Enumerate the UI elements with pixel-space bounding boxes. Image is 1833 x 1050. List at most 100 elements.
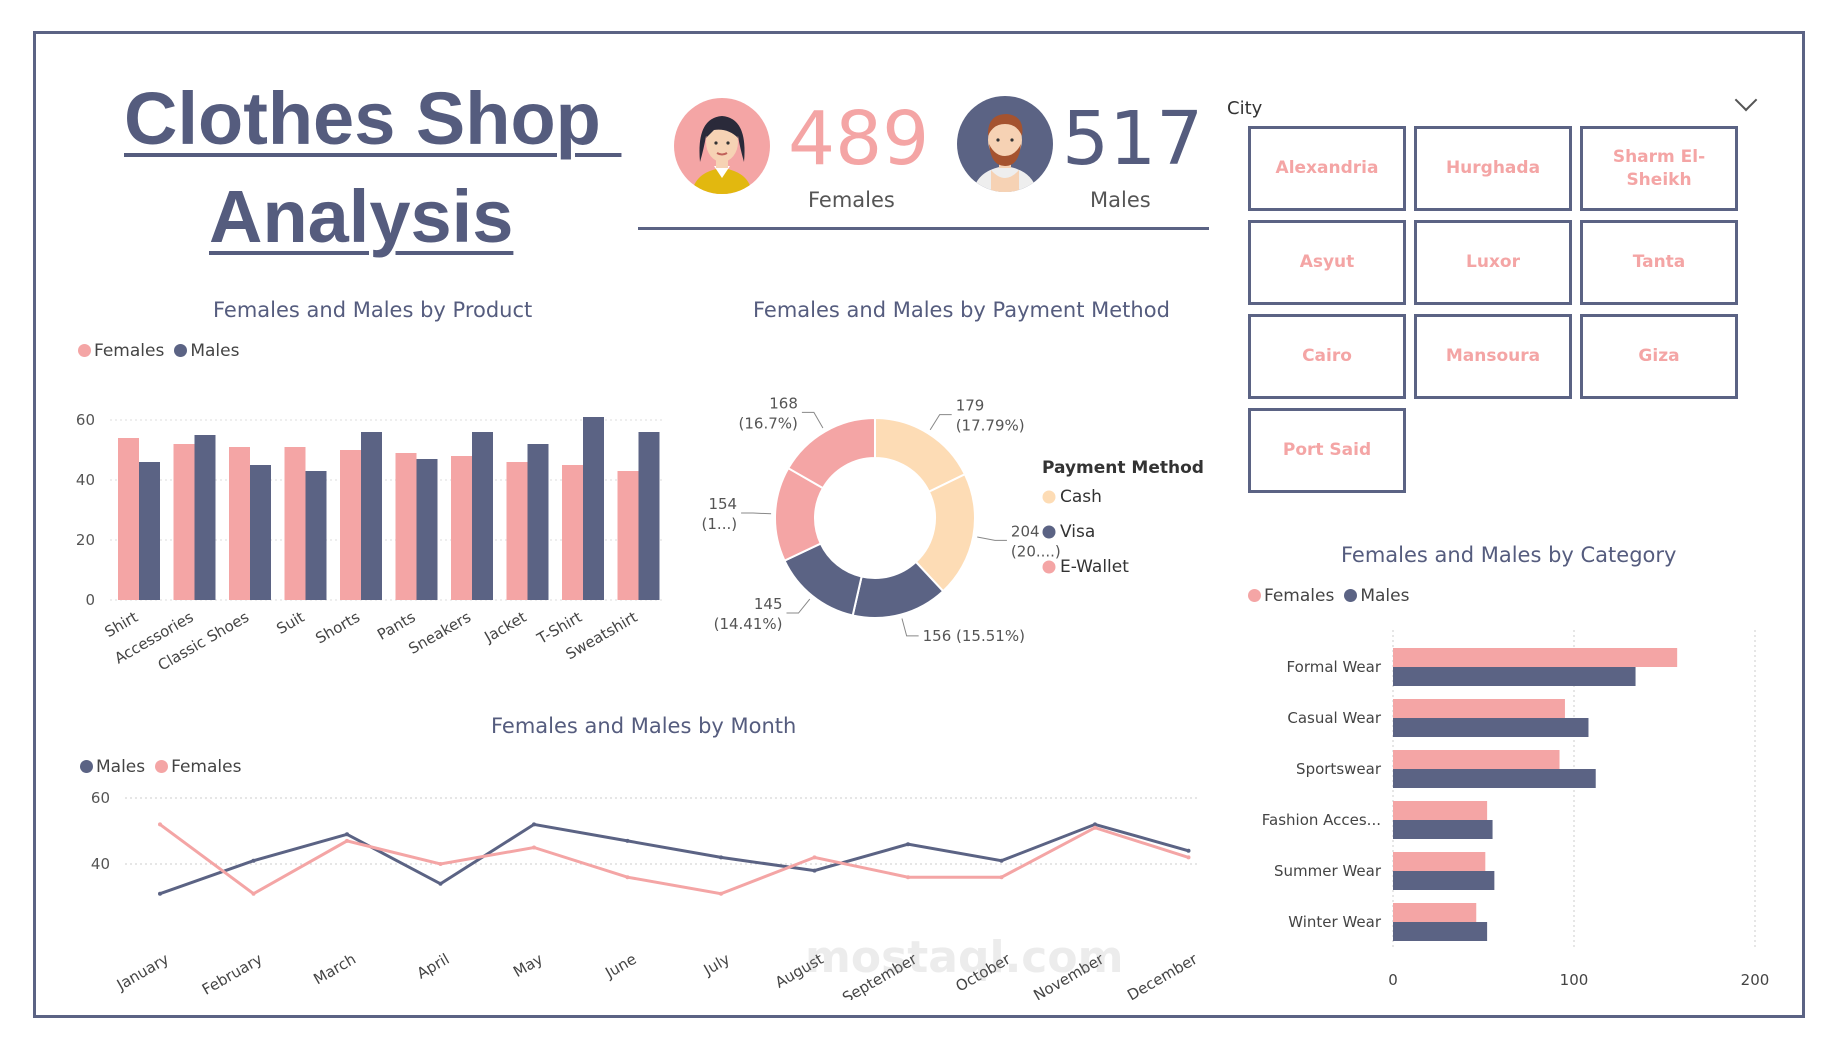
point-females[interactable] [158,822,162,827]
point-males[interactable] [1186,848,1191,853]
legend-label-males: Males [1360,586,1410,606]
legend-item-females[interactable]: Females [78,341,164,361]
legend-label-males: Males [190,341,240,361]
bar-females[interactable] [1393,852,1486,871]
point-females[interactable] [999,875,1004,880]
male-avatar-icon [957,96,1053,192]
donut-slice[interactable] [786,416,876,490]
month-line-chart: 40 60 January February March April May June July… [91,789,1201,1000]
point-females[interactable] [1093,825,1097,830]
city-tile-luxor[interactable]: Luxor [1414,220,1572,305]
slice-label: 156 (15.51%) [923,627,1025,645]
bar-females[interactable] [562,465,583,600]
point-males[interactable] [438,881,443,886]
legend-label-cash[interactable]: Cash [1060,487,1102,507]
point-females[interactable] [532,845,536,850]
bar-females[interactable] [1393,801,1488,820]
bar-males[interactable] [1393,718,1589,737]
legend-item-males[interactable]: Males [1344,586,1409,606]
bar-females[interactable] [229,447,250,600]
bar-males[interactable] [527,444,549,600]
point-females[interactable] [625,875,630,880]
city-slicer-label: City [1227,98,1263,119]
point-males[interactable] [1093,822,1097,827]
bar-males[interactable] [1393,667,1636,686]
bar-females[interactable] [617,471,639,600]
leader-line [901,618,919,637]
city-tile-alexandria[interactable]: Alexandria [1248,126,1406,211]
point-males[interactable] [345,832,349,837]
point-females[interactable] [719,891,723,896]
point-females[interactable] [251,891,256,896]
bar-males[interactable] [1393,769,1596,788]
bar-females[interactable] [1393,699,1565,718]
city-tile-cairo[interactable]: Cairo [1248,314,1406,399]
bar-males[interactable] [583,417,604,600]
point-males[interactable] [812,868,817,873]
point-males[interactable] [719,855,723,860]
bar-females[interactable] [173,444,195,600]
point-males[interactable] [532,822,536,827]
month-chart-legend: Males Females [80,757,241,777]
legend-item-females[interactable]: Females [1248,586,1334,606]
point-males[interactable] [625,838,630,843]
slice-value-label: 168 [769,394,798,412]
line-females[interactable] [159,823,1189,896]
city-tile-hurghada[interactable]: Hurghada [1414,126,1572,211]
bar-females[interactable] [340,450,361,600]
bar-females[interactable] [1393,648,1678,667]
y-tick-label: 60 [76,411,95,429]
bar-males[interactable] [305,471,327,600]
point-males[interactable] [999,858,1004,863]
bar-males[interactable] [1393,922,1488,941]
x-tick-label: March [310,950,359,988]
city-tile-tanta[interactable]: Tanta [1580,220,1738,305]
city-tile-giza[interactable]: Giza [1580,314,1738,399]
legend-item-males[interactable]: Males [80,757,145,777]
point-males[interactable] [906,842,910,847]
bar-females[interactable] [395,453,417,600]
bar-females[interactable] [118,438,139,600]
legend-item-females[interactable]: Females [155,757,241,777]
line-males[interactable] [159,822,1189,896]
city-tile-port-said[interactable]: Port Said [1248,408,1406,493]
legend-label-females: Females [171,757,242,777]
city-tile-asyut[interactable]: Asyut [1248,220,1406,305]
point-females[interactable] [438,862,443,866]
slice-pct-label: (20....) [1011,542,1061,560]
bar-males[interactable] [250,465,271,600]
bar-males[interactable] [1393,871,1495,890]
dashboard-title-line2: Analysis [209,175,514,258]
point-females[interactable] [345,838,349,843]
point-females[interactable] [1186,855,1191,860]
city-tile-sharm-el-sheikh[interactable]: Sharm El-Sheikh [1580,126,1738,211]
bar-males[interactable] [1393,820,1493,839]
point-females[interactable] [906,875,910,880]
bar-males[interactable] [638,432,660,600]
point-females[interactable] [812,855,817,860]
slice-value-label: 154 [708,495,737,513]
bar-males[interactable] [416,459,438,600]
product-chart-legend: Females Males [78,341,239,361]
y-tick-label: Casual Wear [1287,709,1381,727]
legend-label-visa[interactable]: Visa [1060,522,1095,542]
bar-females[interactable] [1393,750,1560,769]
bar-females[interactable] [506,462,528,600]
bar-females[interactable] [284,447,306,600]
legend-item-males[interactable]: Males [174,341,239,361]
legend-label-e-wallet[interactable]: E-Wallet [1060,557,1129,577]
bar-females[interactable] [451,456,472,600]
bar-males[interactable] [361,432,382,600]
legend-label-males: Males [96,757,146,777]
bar-males[interactable] [139,462,160,600]
bar-females[interactable] [1393,903,1477,922]
point-males[interactable] [158,891,162,896]
point-males[interactable] [251,858,256,863]
city-tile-mansoura[interactable]: Mansoura [1414,314,1572,399]
x-tick-label: December [1124,949,1201,1000]
bar-males[interactable] [194,435,216,600]
bar-males[interactable] [472,432,493,600]
slice-pct-label: (17.79%) [956,417,1025,435]
product-chart-title: Females and Males by Product [213,298,533,322]
x-tick-label: 100 [1560,971,1589,989]
